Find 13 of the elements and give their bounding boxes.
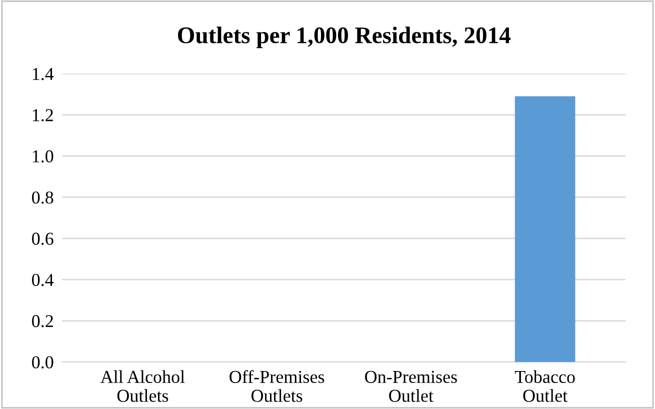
x-tick-label: Off-Premises Outlets (230, 370, 324, 402)
y-tick-label: 0.8 (32, 191, 54, 204)
y-tick-label: 1.2 (32, 109, 53, 122)
x-tick-label: Tobacco Outlet (514, 370, 575, 402)
chart-title: Outlets per 1,000 Residents, 2014 (178, 26, 510, 48)
y-tick-label: 0.6 (32, 232, 54, 245)
x-tick-label: On-Premises Outlet (365, 370, 457, 402)
y-tick-label: 0.2 (32, 315, 53, 328)
y-tick-label: 0.0 (32, 356, 54, 368)
y-tick-label: 0.4 (32, 274, 54, 286)
x-tick-label: All Alcohol Outlets (100, 370, 185, 402)
y-tick-label: 1.0 (32, 150, 54, 163)
y-tick-label: 1.4 (32, 68, 54, 80)
